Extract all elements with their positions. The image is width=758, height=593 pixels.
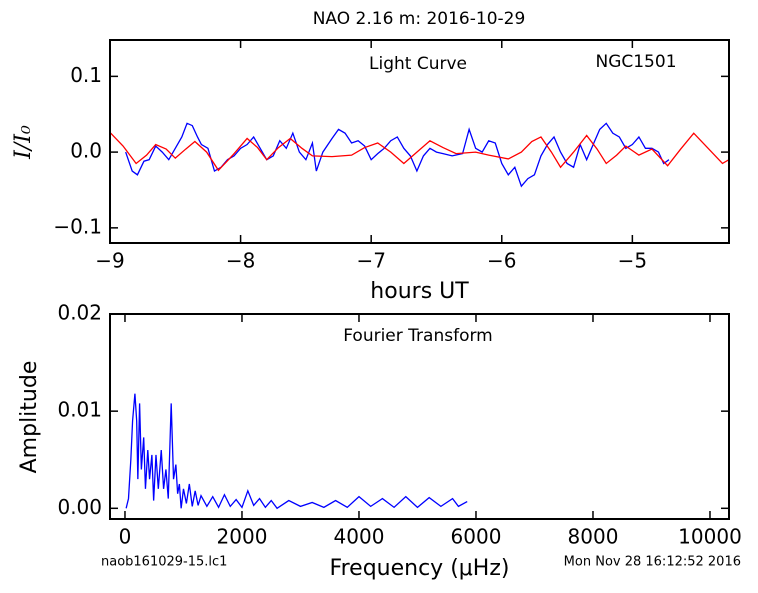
x-tick-label: 10000 bbox=[678, 525, 742, 549]
figure-title: NAO 2.16 m: 2016-10-29 bbox=[313, 9, 526, 29]
x-tick-label: 4000 bbox=[334, 525, 385, 549]
x-axis-label: Frequency (μHz) bbox=[330, 556, 510, 581]
annotation: NGC1501 bbox=[595, 52, 676, 72]
data-line bbox=[125, 122, 670, 188]
x-tick-label: 6000 bbox=[451, 525, 502, 549]
footer-left: naob161029-15.lc1 bbox=[101, 555, 227, 570]
y-tick-label: 0.01 bbox=[57, 398, 102, 422]
y-tick-label: 0.0 bbox=[70, 139, 102, 163]
x-tick-label: 0 bbox=[119, 525, 132, 549]
axes-frame bbox=[109, 313, 730, 520]
axes-title: Fourier Transform bbox=[343, 326, 492, 346]
data-line bbox=[125, 393, 468, 510]
x-tick-label: −9 bbox=[95, 249, 124, 273]
axes-frame bbox=[109, 39, 730, 244]
y-tick-label: −0.1 bbox=[53, 214, 102, 238]
x-tick-label: −5 bbox=[618, 249, 647, 273]
x-tick-label: −7 bbox=[356, 249, 385, 273]
x-tick-label: 2000 bbox=[217, 525, 268, 549]
x-tick-label: −6 bbox=[487, 249, 516, 273]
y-tick-label: 0.02 bbox=[57, 301, 102, 325]
x-tick-label: −8 bbox=[226, 249, 255, 273]
footer-right: Mon Nov 28 16:12:52 2016 bbox=[564, 555, 741, 570]
x-tick-label: 8000 bbox=[568, 525, 619, 549]
axes-title: Light Curve bbox=[369, 54, 467, 74]
y-axis-label: I/I₀ bbox=[11, 125, 36, 160]
y-tick-label: 0.1 bbox=[70, 63, 102, 87]
x-axis-label: hours UT bbox=[370, 279, 469, 304]
y-axis-label: Amplitude bbox=[17, 361, 42, 474]
y-tick-label: 0.00 bbox=[57, 495, 102, 519]
data-line bbox=[110, 131, 729, 172]
